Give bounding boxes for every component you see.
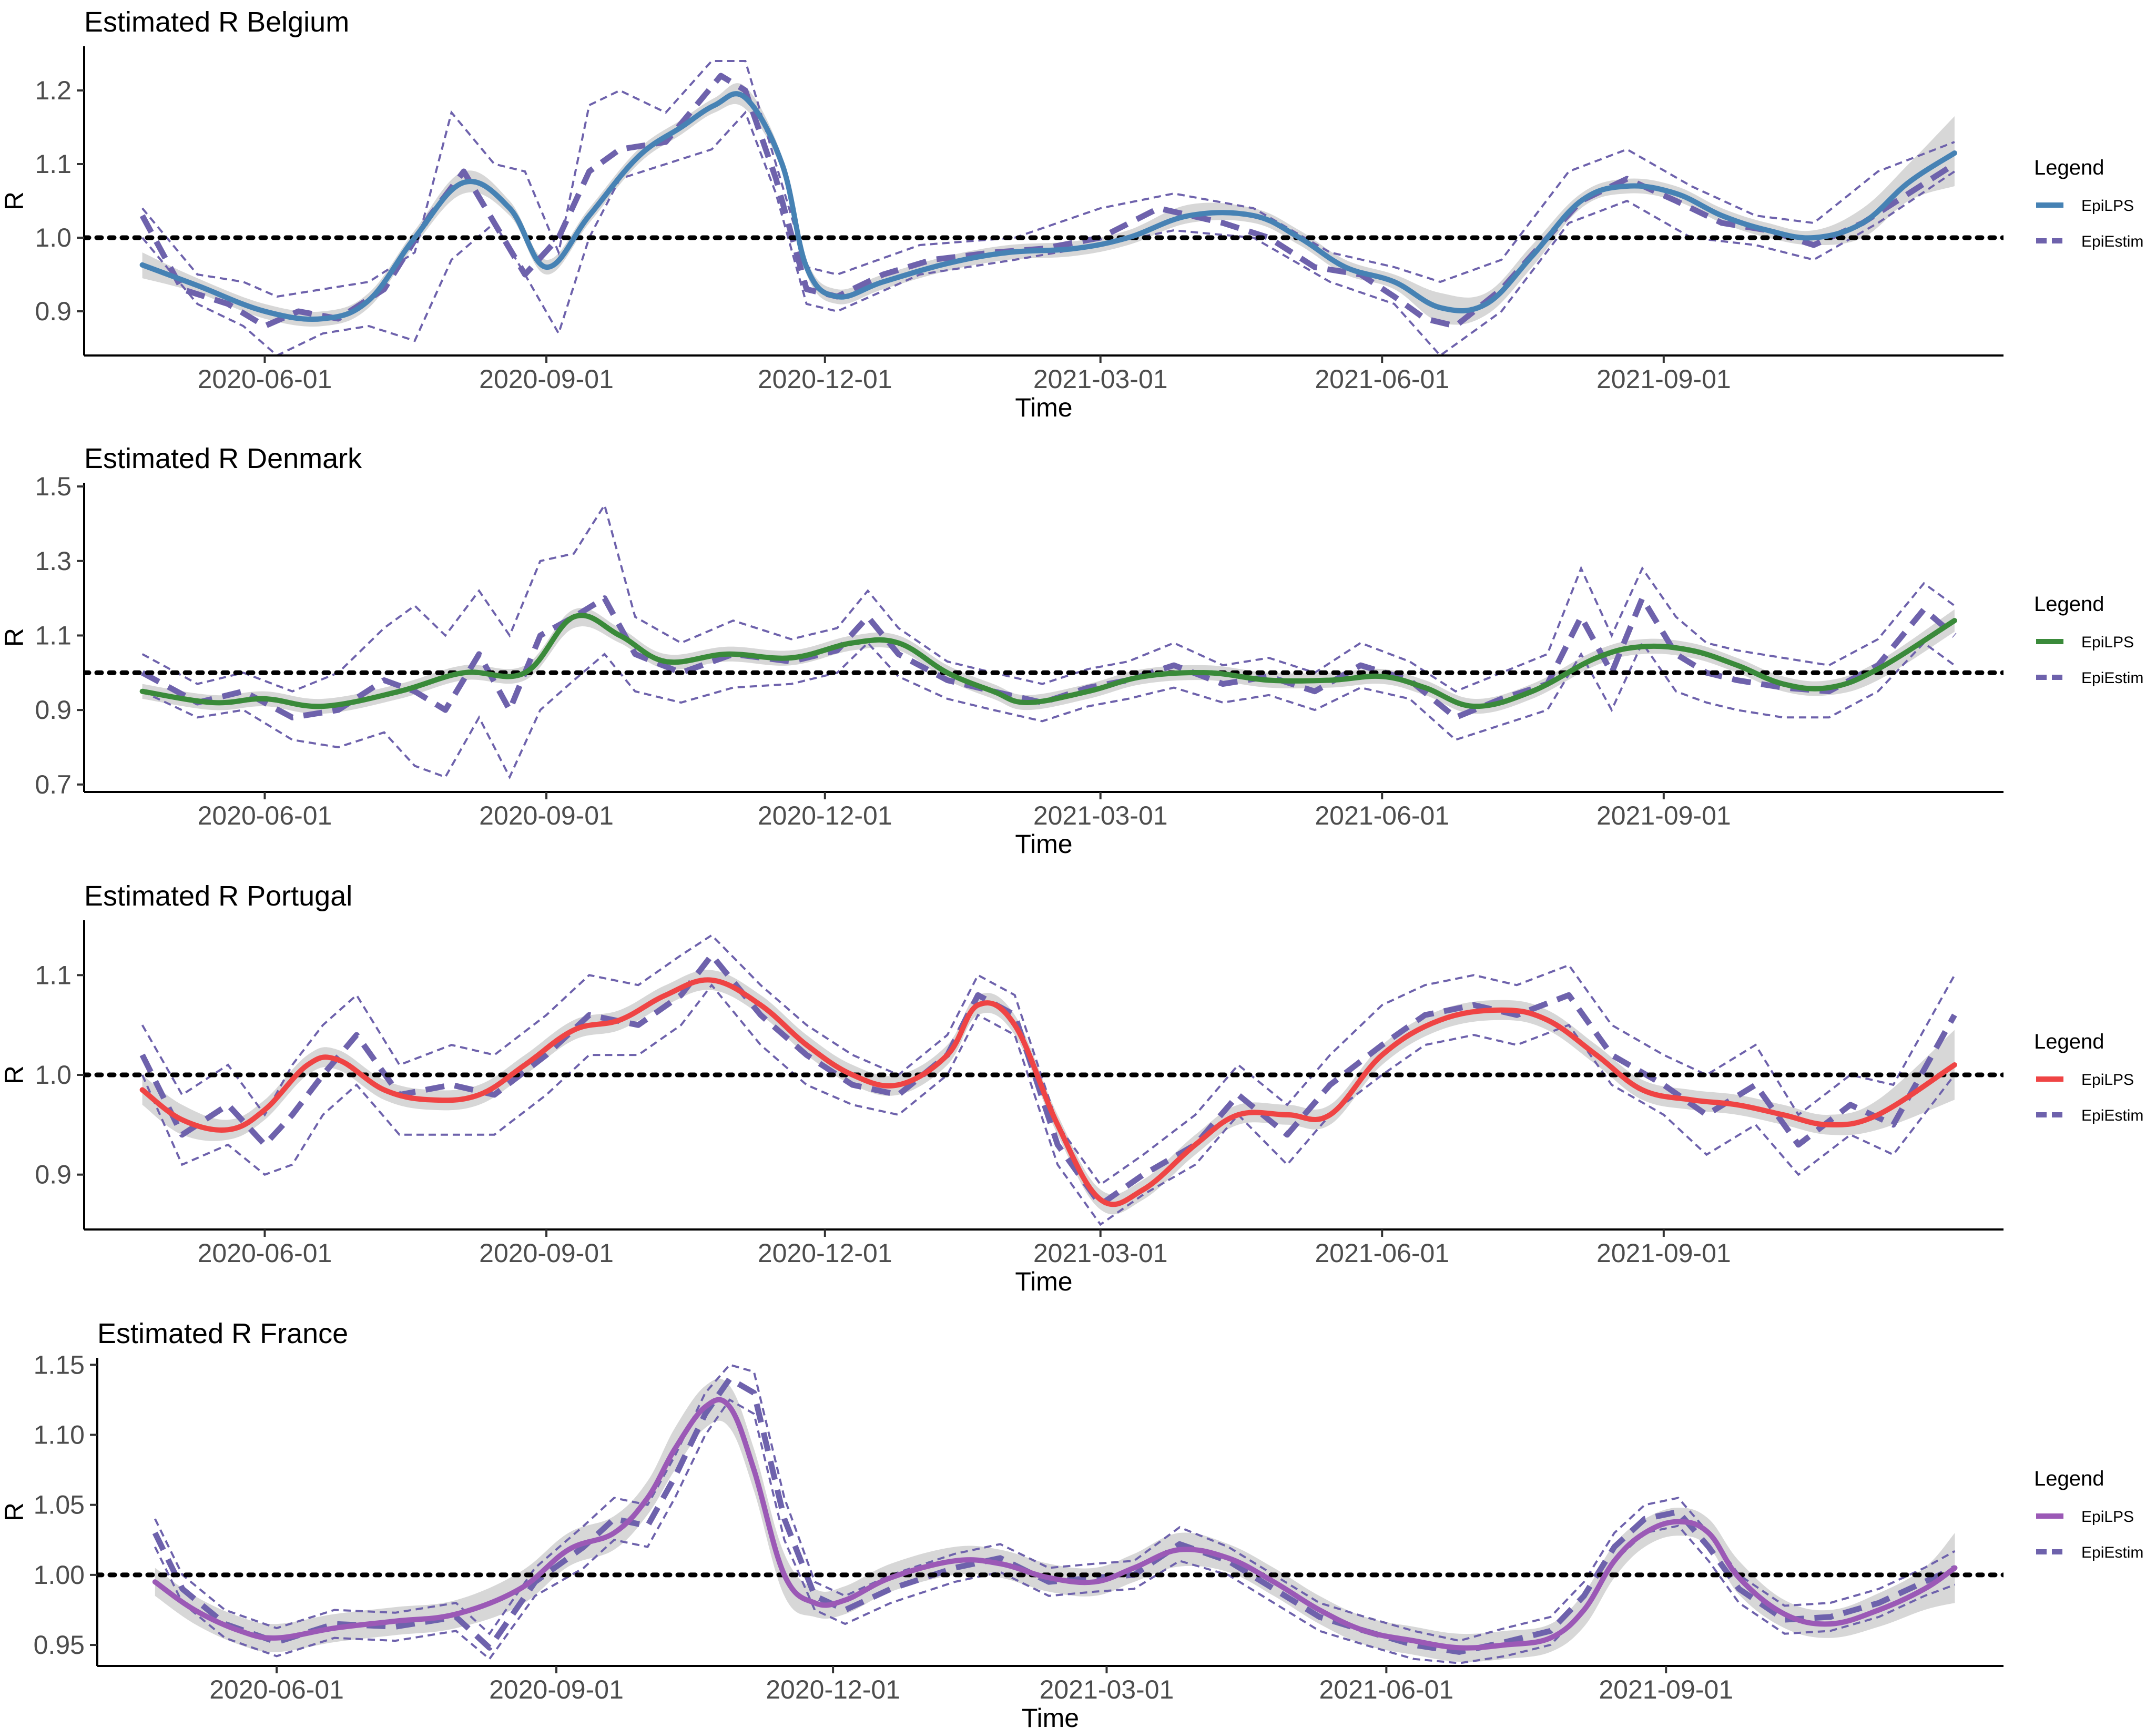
chart-title: Estimated R Belgium [84, 6, 349, 38]
x-axis-title: Time [1015, 829, 1072, 859]
epiestim-ci-lower-line [154, 1398, 1956, 1664]
plot-area [84, 933, 2004, 1226]
legend-label-epilps: EpiLPS [2081, 197, 2134, 215]
epilps-confidence-band [142, 970, 1955, 1215]
legend-title: Legend [2034, 1030, 2104, 1053]
x-tick-label: 2021-03-01 [1033, 1238, 1168, 1268]
y-tick-label: 1.00 [34, 1560, 85, 1590]
legend-title: Legend [2034, 1467, 2104, 1490]
y-tick-label: 1.0 [35, 1060, 72, 1090]
y-tick-label: 1.1 [35, 621, 72, 650]
y-tick-label: 0.9 [35, 297, 72, 326]
epiestim-ci-upper-line [141, 502, 1956, 693]
y-tick-label: 1.2 [35, 76, 72, 105]
epiestim-line [139, 952, 1957, 1208]
x-tick-label: 2020-09-01 [479, 801, 614, 830]
legend-label-epiestim: EpiEstim [2081, 1107, 2143, 1124]
x-tick-label: 2020-12-01 [758, 364, 892, 394]
epilps-confidence-band [142, 83, 1955, 327]
y-tick-label: 0.7 [35, 770, 72, 799]
epiestim-line [152, 1376, 1956, 1655]
y-axis-title: R [0, 1065, 29, 1084]
y-tick-label: 1.05 [34, 1490, 85, 1520]
panel-1: Estimated R Belgium 0.9 1.0 1.1 1.2 2020-06-0… [0, 6, 2143, 422]
epilps-line [139, 977, 1957, 1207]
y-tick-label: 1.15 [34, 1350, 85, 1379]
y-tick-label: 1.1 [35, 960, 72, 990]
epiestim-ci-upper-line [154, 1364, 1956, 1642]
y-tick-label: 1.0 [35, 223, 72, 252]
epiestim-ci-upper-line [141, 60, 1955, 298]
chart-title: Estimated R France [97, 1318, 348, 1349]
x-tick-label: 2021-03-01 [1033, 364, 1168, 394]
x-tick-label: 2021-06-01 [1315, 801, 1449, 830]
y-tick-label: 0.9 [35, 1160, 72, 1190]
plot-area [97, 1364, 2004, 1664]
legend-label-epiestim: EpiEstim [2081, 669, 2143, 687]
x-tick-label: 2020-12-01 [766, 1675, 900, 1704]
epiestim-ci-lower-line [141, 110, 1956, 355]
x-tick-label: 2021-09-01 [1596, 1238, 1731, 1268]
x-tick-label: 2021-06-01 [1319, 1675, 1453, 1704]
epilps-line [139, 613, 1957, 709]
y-axis-title: R [0, 1502, 29, 1521]
y-tick-label: 0.9 [35, 695, 72, 725]
panel-2: Estimated R Denmark 0.7 0.9 1.1 1.3 1.5 2020-0… [0, 443, 2143, 859]
epiestim-ci-lower-line [141, 641, 1956, 780]
chart-title: Estimated R Denmark [84, 443, 362, 474]
x-tick-label: 2020-06-01 [198, 801, 332, 830]
legend-label-epiestim: EpiEstim [2081, 1544, 2143, 1561]
plot-area [84, 60, 2004, 355]
x-tick-label: 2021-09-01 [1596, 364, 1731, 394]
panel-4: Estimated R France 0.95 1.00 1.05 1.10 1.15 20… [0, 1318, 2143, 1728]
legend-label-epilps: EpiLPS [2081, 634, 2134, 651]
legend: Legend EpiLPS EpiEstim [2034, 593, 2143, 687]
epiestim-line [140, 595, 1957, 720]
legend-label-epilps: EpiLPS [2081, 1508, 2134, 1526]
epilps-confidence-band [155, 1378, 1955, 1662]
x-tick-label: 2021-09-01 [1599, 1675, 1733, 1704]
legend-label-epilps: EpiLPS [2081, 1071, 2134, 1089]
x-tick-label: 2020-06-01 [209, 1675, 344, 1704]
y-tick-label: 1.1 [35, 149, 72, 179]
legend: Legend EpiLPS EpiEstim [2034, 1467, 2143, 1561]
epilps-line [152, 1397, 1958, 1651]
x-tick-label: 2020-12-01 [758, 1238, 892, 1268]
chart-title: Estimated R Portugal [84, 880, 352, 912]
y-tick-label: 1.10 [34, 1420, 85, 1450]
epilps-line [139, 91, 1957, 322]
legend-label-epiestim: EpiEstim [2081, 233, 2143, 250]
x-tick-label: 2020-09-01 [479, 1238, 614, 1268]
x-tick-label: 2020-06-01 [198, 364, 332, 394]
x-tick-label: 2021-06-01 [1315, 364, 1449, 394]
epiestim-ci-upper-line [141, 933, 1956, 1186]
panel-3: Estimated R Portugal 0.9 1.0 1.1 2020-06-01 2… [0, 880, 2143, 1296]
x-tick-label: 2020-06-01 [198, 1238, 332, 1268]
x-axis-title: Time [1015, 393, 1072, 422]
x-axis-title: Time [1022, 1703, 1079, 1728]
plot-area [84, 502, 2004, 780]
y-tick-label: 1.5 [35, 472, 72, 501]
x-tick-label: 2020-09-01 [479, 364, 614, 394]
legend: Legend EpiLPS EpiEstim [2034, 156, 2143, 250]
x-tick-label: 2021-03-01 [1040, 1675, 1174, 1704]
y-axis-title: R [0, 628, 29, 647]
legend: Legend EpiLPS EpiEstim [2034, 1030, 2143, 1124]
x-tick-label: 2021-06-01 [1315, 1238, 1449, 1268]
x-tick-label: 2020-09-01 [489, 1675, 624, 1704]
x-tick-label: 2020-12-01 [758, 801, 892, 830]
legend-title: Legend [2034, 156, 2104, 179]
x-tick-label: 2021-03-01 [1033, 801, 1168, 830]
legend-title: Legend [2034, 593, 2104, 616]
y-tick-label: 1.3 [35, 546, 72, 576]
y-tick-label: 0.95 [34, 1630, 85, 1660]
y-axis-title: R [0, 191, 29, 210]
x-tick-label: 2021-09-01 [1596, 801, 1731, 830]
epiestim-ci-lower-line [141, 983, 1956, 1226]
x-axis-title: Time [1015, 1267, 1072, 1296]
